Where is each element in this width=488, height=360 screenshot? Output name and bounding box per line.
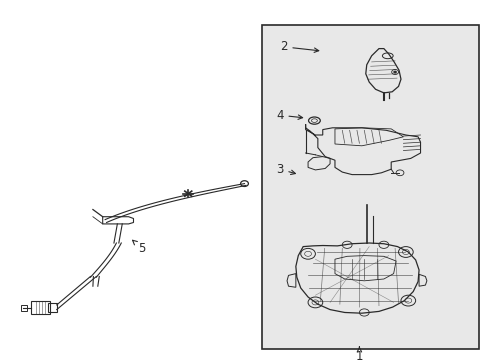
Bar bbox=[261, 25, 478, 349]
Bar bbox=[21, 305, 27, 311]
Ellipse shape bbox=[393, 71, 396, 73]
Text: 2: 2 bbox=[279, 40, 318, 53]
Bar bbox=[48, 303, 57, 312]
Text: 4: 4 bbox=[275, 109, 302, 122]
Text: 3: 3 bbox=[275, 163, 295, 176]
Text: 5: 5 bbox=[132, 240, 145, 255]
Text: 1: 1 bbox=[355, 347, 363, 360]
